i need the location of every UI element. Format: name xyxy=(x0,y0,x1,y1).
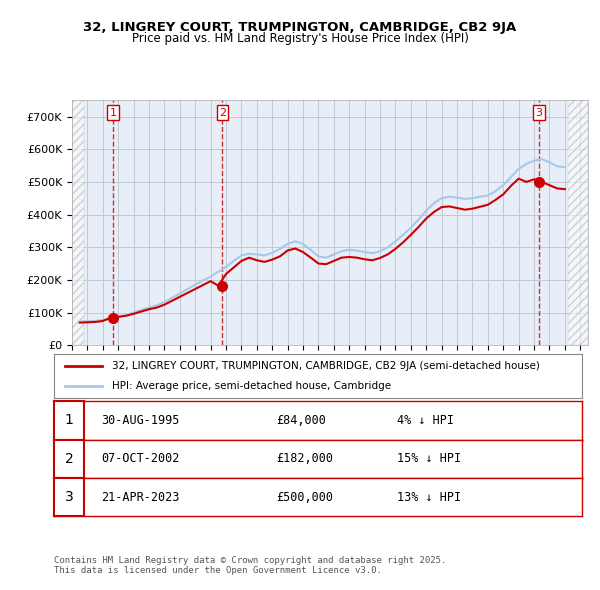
Text: 32, LINGREY COURT, TRUMPINGTON, CAMBRIDGE, CB2 9JA: 32, LINGREY COURT, TRUMPINGTON, CAMBRIDG… xyxy=(83,21,517,34)
Text: Price paid vs. HM Land Registry's House Price Index (HPI): Price paid vs. HM Land Registry's House … xyxy=(131,32,469,45)
Text: 2: 2 xyxy=(65,452,73,466)
Text: 4% ↓ HPI: 4% ↓ HPI xyxy=(397,414,454,427)
Text: £182,000: £182,000 xyxy=(276,452,333,466)
Text: 1: 1 xyxy=(65,414,73,427)
Text: £500,000: £500,000 xyxy=(276,490,333,504)
Text: 3: 3 xyxy=(65,490,73,504)
Text: 21-APR-2023: 21-APR-2023 xyxy=(101,490,180,504)
Text: 07-OCT-2002: 07-OCT-2002 xyxy=(101,452,180,466)
Text: 15% ↓ HPI: 15% ↓ HPI xyxy=(397,452,461,466)
Text: 1: 1 xyxy=(110,107,116,117)
Text: 3: 3 xyxy=(535,107,542,117)
Text: Contains HM Land Registry data © Crown copyright and database right 2025.
This d: Contains HM Land Registry data © Crown c… xyxy=(54,556,446,575)
Text: 2: 2 xyxy=(219,107,226,117)
Text: £84,000: £84,000 xyxy=(276,414,326,427)
Text: 32, LINGREY COURT, TRUMPINGTON, CAMBRIDGE, CB2 9JA (semi-detached house): 32, LINGREY COURT, TRUMPINGTON, CAMBRIDG… xyxy=(112,362,540,371)
Text: 13% ↓ HPI: 13% ↓ HPI xyxy=(397,490,461,504)
Text: HPI: Average price, semi-detached house, Cambridge: HPI: Average price, semi-detached house,… xyxy=(112,381,391,391)
Text: 30-AUG-1995: 30-AUG-1995 xyxy=(101,414,180,427)
